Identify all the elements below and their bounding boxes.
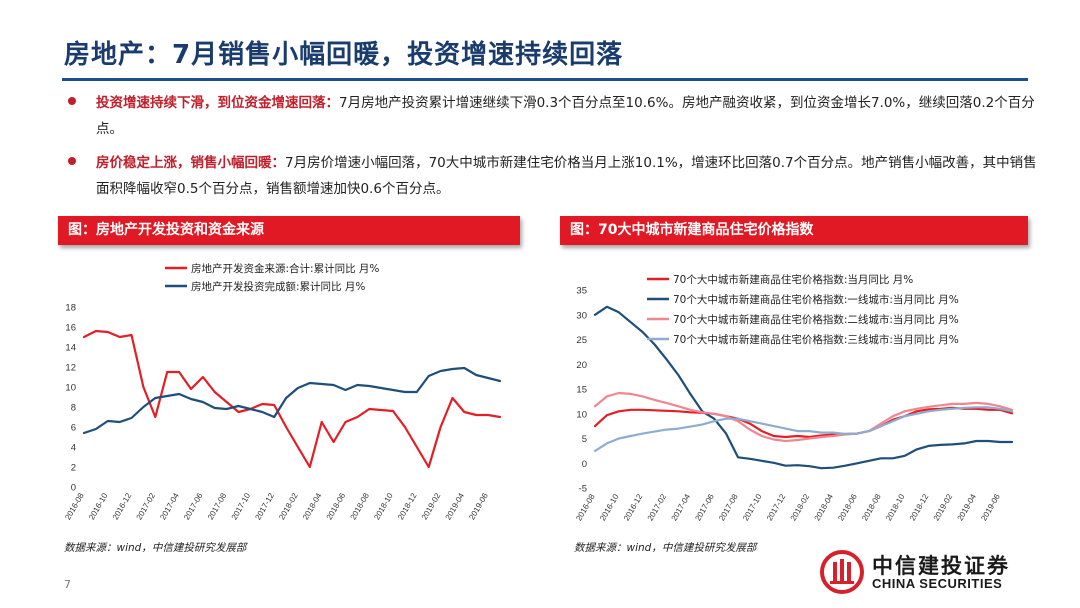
series-line-2 <box>593 305 1014 470</box>
left-chart-header: 图：房地产开发投资和资金来源 <box>58 216 520 245</box>
logo-chinese-name: 中信建投证券 <box>872 554 1010 578</box>
bullet-lead-2: 房价稳定上涨，销售小幅回暖： <box>96 155 285 171</box>
series-line-2 <box>82 366 502 435</box>
y-tick-label: 4 <box>71 443 76 454</box>
x-tick-label: 2018-02 <box>277 491 300 521</box>
y-tick-label: 0 <box>71 483 76 494</box>
x-tick-label: 2018-06 <box>836 492 859 522</box>
series-line-1 <box>82 329 502 469</box>
x-tick-label: 2018-10 <box>372 491 395 521</box>
series-line-4 <box>593 406 1014 452</box>
series-line-1 <box>593 406 1014 439</box>
x-tick-label: 2017-10 <box>230 491 253 521</box>
y-tick-label: 6 <box>71 423 76 434</box>
series-line-3 <box>593 391 1014 443</box>
x-tick-label: 2018-12 <box>396 491 419 521</box>
y-tick-label: 18 <box>65 303 76 314</box>
x-tick-label: 2018-02 <box>789 492 812 522</box>
x-tick-label: 2017-08 <box>717 492 740 522</box>
logo-emblem-icon <box>820 550 864 594</box>
x-tick-label: 2016-08 <box>574 492 597 522</box>
x-tick-label: 2018-10 <box>884 492 907 522</box>
x-tick-label: 2017-10 <box>741 492 764 522</box>
x-tick-label: 2019-04 <box>444 491 467 521</box>
y-tick-label: 14 <box>65 343 76 354</box>
page-title: 房地产：7月销售小幅回暖，投资增速持续回落 <box>64 40 624 70</box>
x-tick-label: 2016-10 <box>87 491 110 521</box>
legend-label-2: 70个大中城市新建商品住宅价格指数:一线城市:当月同比 月% <box>673 293 959 306</box>
x-tick-label: 2019-02 <box>932 492 955 522</box>
x-tick-label: 2017-12 <box>765 492 788 522</box>
x-tick-label: 2016-08 <box>63 491 86 521</box>
x-tick-label: 2018-06 <box>325 491 348 521</box>
left-data-source: 数据来源：wind，中信建投研究发展部 <box>64 542 247 554</box>
title-divider <box>62 78 1028 81</box>
x-tick-label: 2017-06 <box>182 491 205 521</box>
company-logo: 中信建投证券 CHINA SECURITIES <box>820 550 1040 594</box>
y-tick-label: 12 <box>65 363 76 374</box>
x-tick-label: 2018-12 <box>908 492 931 522</box>
bullet-lead-1: 投资增速持续下滑，到位资金增速回落： <box>96 95 339 111</box>
legend-label-4: 70个大中城市新建商品住宅价格指数:三线城市:当月同比 月% <box>673 333 959 346</box>
x-tick-label: 2018-04 <box>301 491 324 521</box>
x-tick-label: 2016-12 <box>111 491 134 521</box>
legend-label-1: 70个大中城市新建商品住宅价格指数:当月同比 月% <box>673 273 913 286</box>
x-tick-label: 2019-04 <box>956 492 979 522</box>
x-tick-label: 2017-04 <box>158 491 181 521</box>
x-tick-label: 2017-02 <box>135 491 158 521</box>
bullet-dot-1 <box>68 97 76 105</box>
right-chart-header: 图：70大中城市新建商品住宅价格指数 <box>560 216 1028 245</box>
x-tick-label: 2018-08 <box>860 492 883 522</box>
x-tick-label: 2019-06 <box>979 492 1002 522</box>
bullet-dot-2 <box>68 157 76 165</box>
y-tick-label: 25 <box>576 335 587 346</box>
bullet-text-2: 7月房价增速小幅回落，70大中城市新建住宅价格当月上涨10.1%，增速环比回落0… <box>96 155 1037 197</box>
y-tick-label: 35 <box>576 286 587 297</box>
x-tick-label: 2018-08 <box>349 491 372 521</box>
x-tick-label: 2017-06 <box>693 492 716 522</box>
bullet-price: 房价稳定上涨，销售小幅回暖：7月房价增速小幅回落，70大中城市新建住宅价格当月上… <box>96 150 1046 202</box>
x-tick-label: 2017-02 <box>646 492 669 522</box>
x-tick-label: 2017-12 <box>253 491 276 521</box>
right-data-source: 数据来源：wind，中信建投研究发展部 <box>574 542 757 554</box>
y-tick-label: 8 <box>71 403 76 414</box>
legend-label-2: 房地产开发投资完成额:累计同比 月% <box>191 280 365 293</box>
bullet-text-1: 7月房地产投资累计增速继续下滑0.3个百分点至10.6%。房地产融资收紧，到位资… <box>96 95 1035 137</box>
y-tick-label: 30 <box>576 310 587 321</box>
x-tick-label: 2016-10 <box>598 492 621 522</box>
y-tick-label: -5 <box>579 484 587 495</box>
legend-label-3: 70个大中城市新建商品住宅价格指数:二线城市:当月同比 月% <box>673 313 959 326</box>
y-tick-label: 2 <box>71 463 76 474</box>
logo-english-name: CHINA SECURITIES <box>872 576 1003 591</box>
x-tick-label: 2017-04 <box>670 492 693 522</box>
bullet-investment: 投资增速持续下滑，到位资金增速回落：7月房地产投资累计增速继续下滑0.3个百分点… <box>96 90 1046 142</box>
x-tick-label: 2019-02 <box>420 491 443 521</box>
y-tick-label: 10 <box>576 409 587 420</box>
x-tick-label: 2017-08 <box>206 491 229 521</box>
legend-label-1: 房地产开发资金来源:合计:累计同比 月% <box>191 262 379 275</box>
x-tick-label: 2018-04 <box>813 492 836 522</box>
y-tick-label: 20 <box>576 360 587 371</box>
y-tick-label: 16 <box>65 323 76 334</box>
x-tick-label: 2019-06 <box>467 491 490 521</box>
x-tick-label: 2016-12 <box>622 492 645 522</box>
y-tick-label: 5 <box>582 434 587 445</box>
page-number: 7 <box>64 578 71 591</box>
y-tick-label: 10 <box>65 383 76 394</box>
y-tick-label: 0 <box>582 459 587 470</box>
y-tick-label: 15 <box>576 385 587 396</box>
